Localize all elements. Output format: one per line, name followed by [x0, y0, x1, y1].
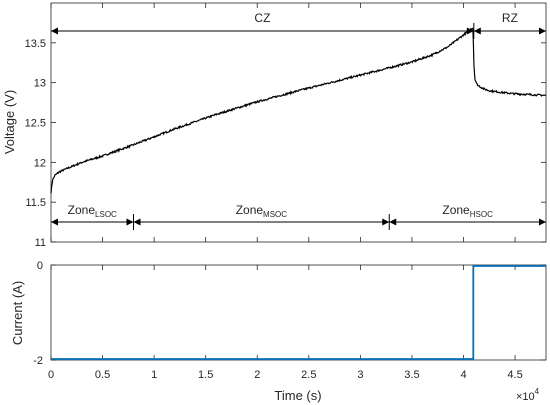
region-arrow-1-head-right: [539, 27, 546, 35]
region-arrow-0-head-right: [466, 27, 474, 35]
voltage-y-tick-label: 12.5: [25, 118, 46, 130]
region-label: CZ: [254, 11, 270, 25]
voltage-y-tick-label: 12: [34, 157, 46, 169]
zone-arrow-2-head-right: [539, 218, 546, 226]
current-series-line: [51, 265, 546, 360]
current-plot-frame: [50, 264, 547, 361]
voltage-series-line: [50, 27, 547, 194]
current-axis-label: Current (A): [10, 281, 25, 345]
current-x-tick-label: 4: [460, 369, 466, 381]
current-x-tick-label: 2.5: [301, 369, 316, 381]
voltage-axis-label: Voltage (V): [2, 90, 17, 154]
voltage-panel: 11 11.5 12 12.5 13 13.5 CZ RZ ZoneLSOC ZoneMSOC Zo…: [2, 2, 547, 249]
current-x-tick-label: 4.5: [507, 369, 522, 381]
current-x-tick-label: 0: [48, 369, 54, 381]
time-axis-label: Time (s): [274, 388, 321, 403]
voltage-y-tick-label: 11.5: [25, 197, 46, 209]
voltage-y-tick-label: 11: [35, 237, 46, 249]
region-arrow-1-head-left: [473, 27, 481, 35]
zone-arrow-0-head-left: [51, 218, 58, 226]
voltage-plot-content: 11 11.5 12 12.5 13 13.5 CZ RZ ZoneLSOC ZoneMSOC Zo…: [25, 3, 547, 249]
current-plot-content: -2 0 0 0.5 1 1.5 2 2.5 3 3.5 4 4.5: [33, 260, 546, 381]
zone-arrow-1-head-right: [382, 218, 390, 226]
zone-label: ZoneMSOC: [236, 203, 288, 219]
current-x-tick-label: 0.5: [95, 369, 110, 381]
zone-arrow-1-head-left: [133, 218, 141, 226]
zone-arrow-2-head-left: [389, 218, 397, 226]
current-x-tick-label: 1.5: [198, 369, 213, 381]
voltage-y-tick-label: 13.5: [25, 38, 46, 50]
current-x-tick-label: 1: [151, 369, 157, 381]
region-arrow-0-head-left: [51, 27, 58, 35]
voltage-y-tick-label: 13: [34, 78, 46, 90]
current-x-tick-label: 2: [254, 369, 260, 381]
zone-arrow-0-head-right: [126, 218, 134, 226]
zone-label: ZoneHSOC: [442, 203, 493, 219]
current-x-tick-label: 3.5: [404, 369, 419, 381]
current-x-tick-label: 3: [357, 369, 363, 381]
current-y-tick-label: 0: [37, 260, 43, 272]
region-label: RZ: [502, 11, 518, 25]
voltage-plot-frame: [50, 2, 547, 243]
zone-label: ZoneLSOC: [68, 203, 117, 219]
current-panel: -2 0 0 0.5 1 1.5 2 2.5 3 3.5 4 4.5 Current (A) Time…: [10, 260, 547, 403]
x-multiplier: ×104: [516, 387, 540, 403]
current-y-tick-label: -2: [33, 355, 43, 367]
